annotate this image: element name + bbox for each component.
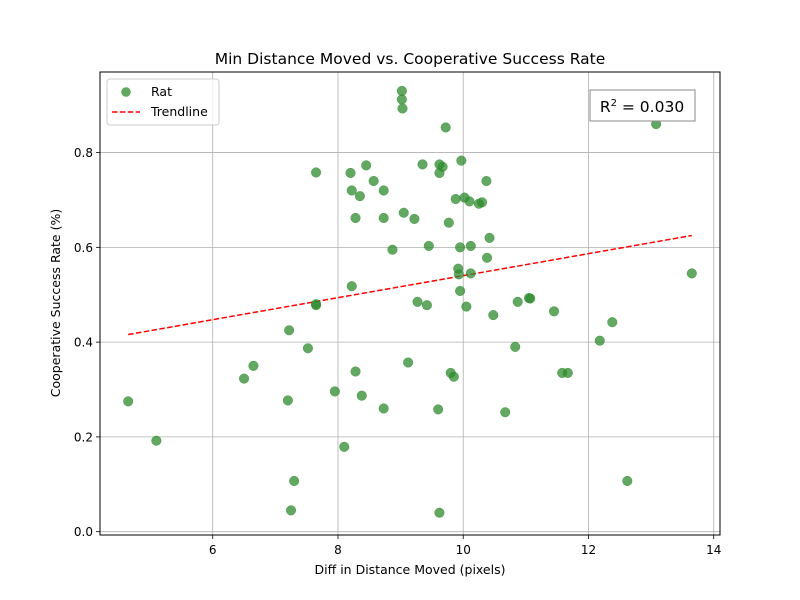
data-point <box>282 395 293 406</box>
data-point <box>476 197 488 208</box>
data-point <box>548 306 560 317</box>
legend-label-trendline: Trendline <box>150 104 208 119</box>
data-point <box>397 103 408 114</box>
data-point <box>453 269 464 280</box>
data-point <box>396 94 407 105</box>
data-point <box>354 191 365 202</box>
data-point <box>525 293 536 304</box>
x-tick-label: 10 <box>456 543 471 557</box>
data-point <box>423 240 434 251</box>
data-point <box>409 213 420 224</box>
data-point <box>311 167 322 178</box>
data-point <box>448 371 459 382</box>
data-point <box>398 207 409 218</box>
x-tick-label: 12 <box>581 543 596 557</box>
data-point <box>345 167 356 178</box>
data-point <box>361 160 372 171</box>
data-point <box>396 85 407 97</box>
y-tick-label: 0.2 <box>74 430 93 444</box>
y-axis-label: Cooperative Success Rate (%) <box>48 209 63 397</box>
legend-label-rat: Rat <box>151 84 172 99</box>
data-point <box>350 366 361 377</box>
data-point <box>346 185 357 196</box>
data-point <box>339 441 350 452</box>
data-point <box>417 159 428 170</box>
data-point <box>434 507 445 518</box>
data-point <box>238 373 250 384</box>
data-point <box>562 367 573 378</box>
data-point <box>622 475 633 487</box>
plot-area-background <box>100 72 720 535</box>
data-point <box>455 242 466 253</box>
data-point <box>594 335 605 346</box>
data-point <box>302 343 313 354</box>
data-point <box>329 386 340 397</box>
data-point <box>378 212 389 224</box>
data-point <box>465 240 476 251</box>
data-point <box>346 281 357 292</box>
data-point <box>461 301 472 312</box>
chart-title: Min Distance Moved vs. Cooperative Succe… <box>215 50 605 68</box>
plot-area-frame <box>99 71 721 536</box>
data-point <box>464 196 475 207</box>
data-point <box>368 175 379 187</box>
y-tick-label: 0.8 <box>74 146 93 160</box>
data-point <box>510 341 521 352</box>
data-point <box>607 317 618 328</box>
data-point <box>488 310 499 321</box>
y-axis-ticks: 0.0 0.2 0.4 0.6 0.8 <box>74 146 100 539</box>
data-point <box>437 161 448 172</box>
data-point <box>350 212 361 224</box>
x-tick-label: 14 <box>706 543 721 557</box>
x-axis-label: Diff in Distance Moved (pixels) <box>315 562 506 577</box>
data-point <box>440 122 451 133</box>
data-point <box>443 217 454 228</box>
data-point <box>412 296 423 307</box>
data-point <box>484 232 495 243</box>
legend: Rat Trendline <box>106 78 220 126</box>
data-point <box>387 244 398 255</box>
data-point <box>151 435 162 446</box>
data-point <box>465 268 476 279</box>
data-point <box>686 268 697 279</box>
legend-marker-rat <box>121 87 131 97</box>
annotation-text: R2 = 0.030 <box>600 98 684 116</box>
data-points <box>123 85 697 518</box>
data-point <box>123 396 134 407</box>
data-point <box>450 193 461 205</box>
annotation-box <box>589 89 696 122</box>
y-tick-label: 0.4 <box>74 336 93 350</box>
data-point <box>285 505 297 516</box>
data-point <box>421 300 432 311</box>
x-axis-ticks: 6 8 10 12 14 <box>209 535 721 557</box>
data-point <box>378 185 389 196</box>
x-tick-label: 6 <box>209 543 217 557</box>
r-squared-annotation: R2 = 0.030 <box>589 89 696 122</box>
y-tick-label: 0.0 <box>74 525 93 539</box>
data-point <box>456 155 467 166</box>
data-point <box>481 175 492 187</box>
y-tick-label: 0.6 <box>74 241 93 255</box>
data-point <box>512 296 523 307</box>
legend-box <box>106 78 220 126</box>
data-point <box>455 285 466 296</box>
data-point <box>481 252 493 263</box>
data-point <box>289 475 300 487</box>
data-point <box>284 325 295 336</box>
data-point <box>500 407 511 418</box>
data-point <box>311 300 322 311</box>
data-point <box>433 404 444 415</box>
data-point <box>403 357 414 368</box>
trendline <box>128 234 692 336</box>
data-point <box>356 390 367 401</box>
data-point <box>378 403 389 414</box>
data-point <box>248 360 259 371</box>
x-tick-label: 8 <box>334 543 342 557</box>
